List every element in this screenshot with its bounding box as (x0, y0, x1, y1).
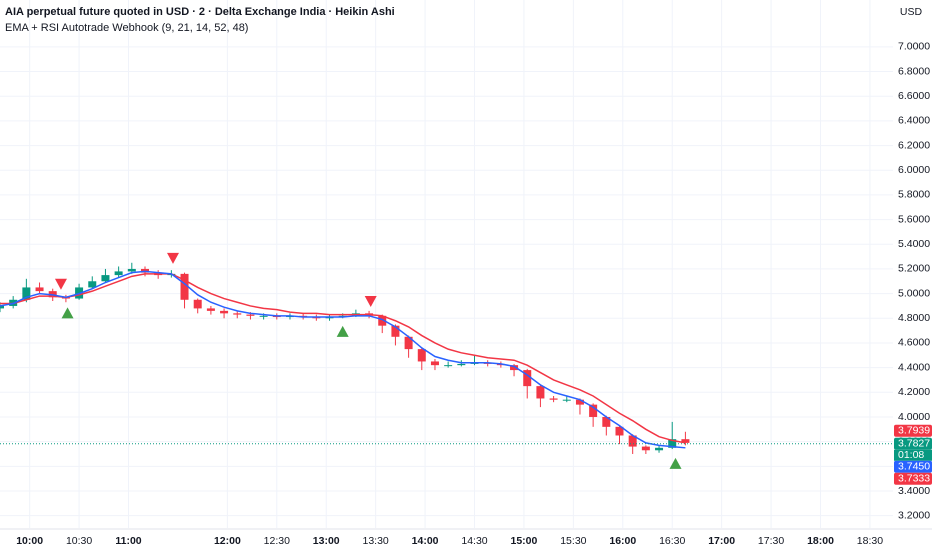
candle-body (681, 439, 690, 443)
candle-body (127, 268, 136, 272)
y-tick-label: 5.6000 (898, 213, 930, 225)
x-tick-label: 18:30 (857, 535, 883, 547)
ema-line (0, 273, 686, 444)
candle-body (193, 299, 202, 309)
x-tick-label: 14:30 (461, 535, 487, 547)
y-tick-label: 4.2000 (898, 386, 930, 398)
indicator-legend: EMA + RSI Autotrade Webhook (9, 21, 14, … (5, 22, 248, 34)
y-tick-label: 5.2000 (898, 263, 930, 275)
x-tick-label: 10:00 (16, 535, 43, 547)
ema-line (0, 270, 686, 449)
x-tick-label: 11:00 (115, 535, 141, 547)
y-tick-label: 6.4000 (898, 115, 930, 127)
candle-body (206, 308, 215, 311)
candle-body (549, 398, 558, 400)
x-tick-label: 12:30 (264, 535, 290, 547)
currency-label: USD (900, 6, 923, 18)
candle-body (35, 287, 44, 292)
price-tag (894, 424, 932, 437)
x-tick-label: 17:30 (758, 535, 784, 547)
x-tick-label: 14:00 (412, 535, 439, 547)
x-tick-label: 12:00 (214, 535, 241, 547)
candle-body (114, 271, 123, 276)
candle-body (378, 315, 387, 326)
x-tick-label: 13:30 (363, 535, 389, 547)
candle-body (562, 399, 571, 401)
x-tick-label: 13:00 (313, 535, 340, 547)
candle-body (536, 386, 545, 399)
candle-body (0, 305, 4, 309)
buy-signal (61, 307, 74, 319)
candle-body (589, 404, 598, 417)
y-tick-label: 7.0000 (898, 41, 930, 53)
last-price-tag-text: 3.7827 (898, 438, 930, 450)
y-tick-label: 6.0000 (898, 164, 930, 176)
sell-signal (166, 252, 179, 264)
candle-body (602, 416, 611, 427)
x-tick-label: 16:30 (659, 535, 685, 547)
x-tick-label: 15:30 (560, 535, 586, 547)
x-tick-label: 17:00 (708, 535, 735, 547)
candle-body (615, 426, 624, 436)
y-tick-label: 4.0000 (898, 411, 930, 423)
candle-body (233, 313, 242, 315)
candle-body (391, 325, 400, 337)
x-tick-label: 16:00 (609, 535, 636, 547)
candle-body (22, 287, 31, 300)
y-tick-label: 3.4000 (898, 485, 930, 497)
price-tag-text: 3.7450 (898, 461, 930, 473)
candle-body (641, 446, 650, 451)
candle-body (457, 363, 466, 366)
y-tick-label: 6.6000 (898, 90, 930, 102)
candle-body (430, 361, 439, 366)
candle-body (404, 336, 413, 350)
countdown-text: 01:08 (898, 449, 924, 461)
y-tick-label: 4.4000 (898, 361, 930, 373)
sell-signal (54, 278, 67, 290)
y-tick-label: 4.6000 (898, 337, 930, 349)
chart-title: AIA perpetual future quoted in USD · 2 ·… (5, 6, 395, 18)
y-tick-label: 6.2000 (898, 139, 930, 151)
price-tag-text: 3.7333 (898, 473, 930, 485)
candle-body (246, 314, 255, 316)
grid (0, 0, 893, 528)
candle-body (655, 447, 664, 451)
candle-body (523, 370, 532, 387)
y-tick-label: 6.8000 (898, 65, 930, 77)
countdown-tag (894, 449, 932, 461)
candle-body (220, 310, 229, 314)
buy-signal (336, 325, 349, 337)
candle-body (510, 365, 519, 371)
axes: 3.20003.40003.60003.80004.00004.20004.40… (0, 41, 932, 547)
x-tick-label: 10:30 (66, 535, 92, 547)
candle-body (417, 349, 426, 362)
price-tag (894, 472, 932, 485)
sell-signal (364, 296, 377, 308)
candle-body (101, 275, 110, 282)
y-tick-label: 5.0000 (898, 287, 930, 299)
last-price-tag (894, 437, 932, 450)
y-tick-label: 4.8000 (898, 312, 930, 324)
candle-body (88, 281, 97, 288)
buy-signal (669, 457, 682, 469)
candle-body (259, 315, 268, 317)
candle-body (575, 399, 584, 405)
y-tick-label: 5.4000 (898, 238, 930, 250)
x-tick-label: 15:00 (511, 535, 538, 547)
price-tag-text: 3.7939 (898, 425, 930, 437)
x-tick-label: 18:00 (807, 535, 834, 547)
candle-body (180, 273, 189, 300)
y-tick-label: 5.8000 (898, 189, 930, 201)
y-tick-label: 3.2000 (898, 509, 930, 521)
candle-body (628, 435, 637, 447)
candle-body (444, 365, 453, 367)
plot-area (0, 252, 893, 469)
price-tag (894, 460, 932, 473)
